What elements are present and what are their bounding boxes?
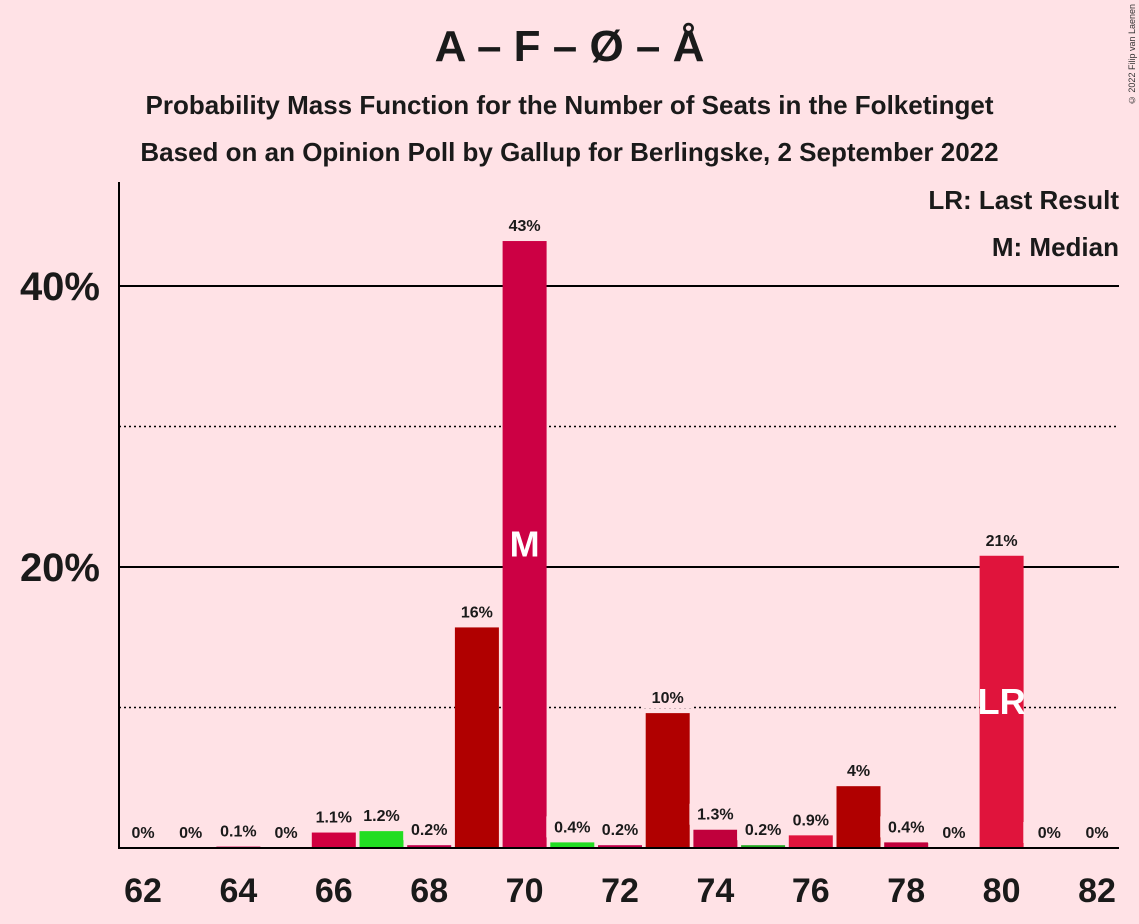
data-label: 16% <box>461 604 493 621</box>
x-tick-label: 76 <box>792 872 830 910</box>
x-tick-label: 70 <box>506 872 544 910</box>
x-tick-label: 74 <box>696 872 734 910</box>
data-label: 0% <box>1085 825 1108 842</box>
data-label-bg <box>498 215 551 237</box>
y-tick-label: 20% <box>20 546 100 590</box>
bar-seat-67 <box>359 831 404 848</box>
data-label: 0.4% <box>888 819 924 836</box>
data-label: 21% <box>986 533 1018 550</box>
data-label: 1.1% <box>316 810 352 827</box>
x-tick-label: 78 <box>887 872 925 910</box>
bar-seat-66 <box>311 832 356 848</box>
bar-seat-71 <box>550 842 595 848</box>
x-tick-label: 82 <box>1078 872 1116 910</box>
bar-seat-78 <box>884 842 929 848</box>
data-label-bg <box>546 816 599 838</box>
chart-subtitle: Probability Mass Function for the Number… <box>145 90 994 120</box>
x-tick-label: 64 <box>219 872 257 910</box>
data-label-bg <box>450 601 503 623</box>
legend-median: M: Median <box>991 232 1119 262</box>
x-tick-label: 66 <box>315 872 353 910</box>
x-tick-label: 72 <box>601 872 639 910</box>
data-label: 1.2% <box>363 808 399 825</box>
bar-seat-70 <box>502 241 547 849</box>
bar-seat-80 <box>979 555 1024 848</box>
data-label-bg <box>212 820 265 842</box>
data-label: 0% <box>1038 825 1061 842</box>
data-label-bg <box>164 822 217 843</box>
median-marker: M <box>510 524 540 565</box>
data-label-bg <box>784 809 837 831</box>
data-label-bg <box>355 805 408 827</box>
data-label-bg <box>689 803 742 825</box>
bar-seat-75 <box>741 845 786 848</box>
bar-seat-74 <box>693 829 738 848</box>
data-label-bg <box>641 687 694 709</box>
last-result-marker: LR <box>978 681 1026 722</box>
data-label: 0.2% <box>745 822 781 839</box>
data-label: 0% <box>275 825 298 842</box>
data-label-bg <box>1023 822 1076 843</box>
data-label: 10% <box>652 690 684 707</box>
bar-seat-73 <box>645 713 690 848</box>
data-label-bg <box>594 819 646 841</box>
data-label-bg <box>975 529 1028 551</box>
bar-seat-77 <box>836 786 881 848</box>
data-label-bg <box>1071 822 1123 843</box>
data-label: 0.1% <box>220 824 256 841</box>
data-label: 0.2% <box>411 822 447 839</box>
legend-last-result: LR: Last Result <box>928 185 1119 215</box>
chart-title: A – F – Ø – Å <box>434 22 705 71</box>
data-label-bg <box>117 822 169 843</box>
bar-seat-72 <box>598 845 642 848</box>
data-label-bg <box>737 819 790 841</box>
data-label-bg <box>260 822 313 843</box>
data-label-bg <box>403 819 456 841</box>
x-tick-label: 80 <box>983 872 1021 910</box>
data-label: 0% <box>179 825 202 842</box>
bar-seat-68 <box>407 845 452 848</box>
data-label: 0.4% <box>554 819 590 836</box>
data-label-bg <box>927 822 980 843</box>
data-label: 43% <box>509 218 541 235</box>
chart-subtitle-source: Based on an Opinion Poll by Gallup for B… <box>140 137 999 167</box>
bar-seat-69 <box>454 627 499 848</box>
data-label: 0.9% <box>793 812 829 829</box>
data-label: 4% <box>847 763 870 780</box>
bar-seat-76 <box>788 835 833 848</box>
data-label: 0.2% <box>602 822 638 839</box>
data-label-bg <box>307 806 360 828</box>
data-label-bg <box>880 816 933 838</box>
x-tick-label: 68 <box>410 872 448 910</box>
data-label: 0% <box>131 825 154 842</box>
data-label: 1.3% <box>697 807 733 824</box>
y-tick-label: 40% <box>20 265 100 309</box>
data-label-bg <box>832 760 885 782</box>
data-label: 0% <box>942 825 965 842</box>
x-tick-label: 62 <box>124 872 162 910</box>
